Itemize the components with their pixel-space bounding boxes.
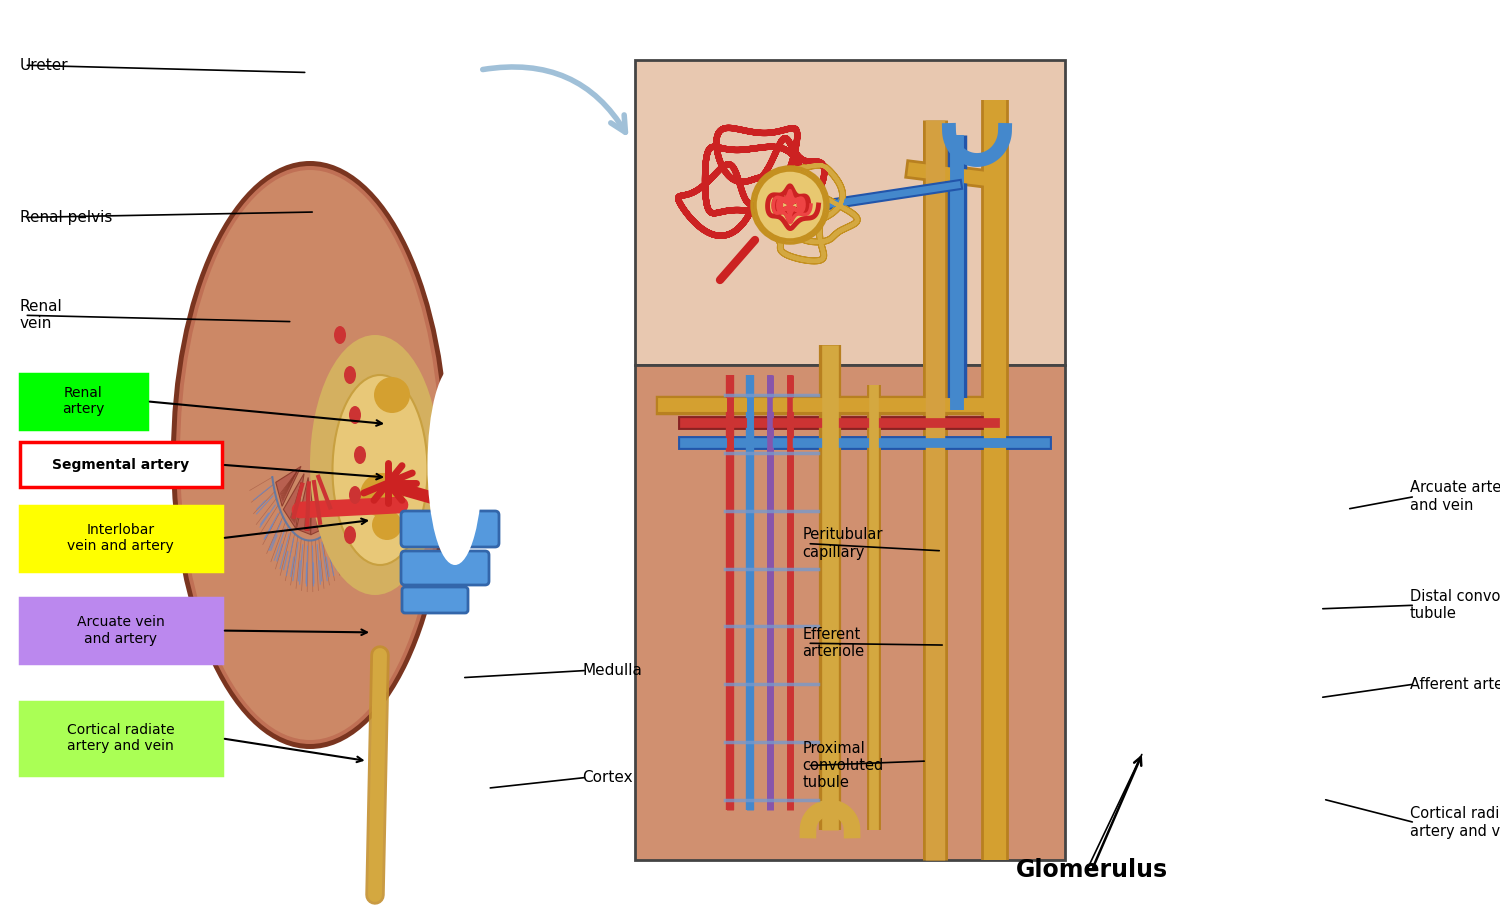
Ellipse shape <box>344 526 355 544</box>
Ellipse shape <box>344 366 355 384</box>
Circle shape <box>754 170 825 240</box>
Ellipse shape <box>334 326 346 344</box>
FancyBboxPatch shape <box>20 442 222 487</box>
Text: Renal
artery: Renal artery <box>62 386 105 417</box>
Polygon shape <box>297 477 312 535</box>
Text: Cortical radiate
artery and vein: Cortical radiate artery and vein <box>68 723 174 754</box>
Text: Arcuate artery
and vein: Arcuate artery and vein <box>1410 480 1500 513</box>
Polygon shape <box>284 474 304 528</box>
Polygon shape <box>316 474 336 528</box>
Ellipse shape <box>372 510 402 540</box>
Text: Cortex: Cortex <box>582 770 633 785</box>
Polygon shape <box>310 477 324 535</box>
Text: Segmental artery: Segmental artery <box>53 458 189 472</box>
Text: Renal
vein: Renal vein <box>20 299 62 332</box>
Text: Peritubular
capillary: Peritubular capillary <box>802 527 883 560</box>
Ellipse shape <box>354 446 366 464</box>
FancyBboxPatch shape <box>20 374 147 429</box>
Text: Glomerulus: Glomerulus <box>1016 858 1168 882</box>
Ellipse shape <box>427 365 483 565</box>
Polygon shape <box>320 467 344 508</box>
Ellipse shape <box>180 170 440 740</box>
Bar <box>634 365 1065 860</box>
Text: Renal pelvis: Renal pelvis <box>20 210 112 225</box>
Bar <box>634 60 1065 365</box>
FancyBboxPatch shape <box>400 551 489 585</box>
Text: Afferent arteriole: Afferent arteriole <box>1410 677 1500 691</box>
Polygon shape <box>276 467 302 506</box>
Text: Distal convoluted
tubule: Distal convoluted tubule <box>1410 589 1500 622</box>
Ellipse shape <box>350 486 361 504</box>
Text: Ureter: Ureter <box>20 58 68 72</box>
FancyBboxPatch shape <box>20 598 222 663</box>
Polygon shape <box>320 461 346 487</box>
Text: Proximal
convoluted
tubule: Proximal convoluted tubule <box>802 741 883 790</box>
FancyBboxPatch shape <box>400 511 500 547</box>
Ellipse shape <box>310 335 440 595</box>
FancyBboxPatch shape <box>20 702 222 775</box>
Text: Efferent
arteriole: Efferent arteriole <box>802 627 864 660</box>
FancyBboxPatch shape <box>402 587 468 613</box>
Ellipse shape <box>333 375 427 565</box>
Ellipse shape <box>176 166 444 744</box>
Ellipse shape <box>374 377 410 413</box>
Ellipse shape <box>350 406 361 424</box>
Ellipse shape <box>360 473 404 517</box>
Text: Interlobar
vein and artery: Interlobar vein and artery <box>68 523 174 554</box>
Ellipse shape <box>171 161 448 749</box>
Text: Medulla: Medulla <box>582 663 642 678</box>
Text: Arcuate vein
and artery: Arcuate vein and artery <box>76 615 165 646</box>
FancyBboxPatch shape <box>20 506 222 571</box>
Text: Cortical radiate
artery and vein: Cortical radiate artery and vein <box>1410 806 1500 839</box>
